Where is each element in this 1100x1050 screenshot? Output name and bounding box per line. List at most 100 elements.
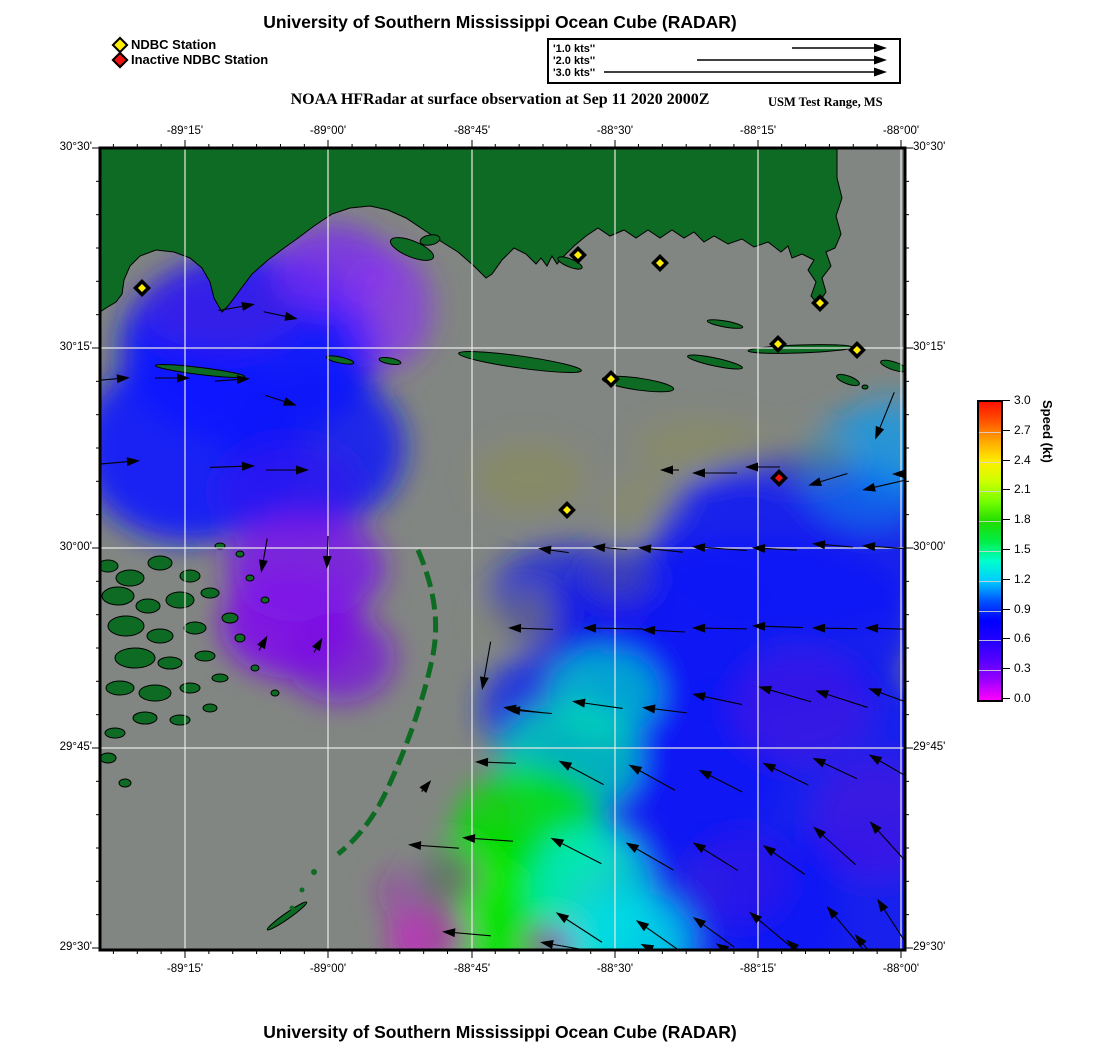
marsh-island — [169, 714, 191, 726]
scale-arrow-head — [874, 43, 887, 53]
lon-label-top: -89°00' — [309, 125, 347, 137]
colorbar-tick-label: 2.4 — [1014, 452, 1031, 467]
marsh-island — [138, 684, 172, 702]
current-vector-shaft — [824, 544, 853, 548]
bottom-title: University of Southern Mississippi Ocean… — [263, 1022, 737, 1042]
current-vector-shaft — [210, 465, 243, 468]
current-vector-head — [583, 623, 597, 633]
lon-label-top: -89°15' — [166, 125, 204, 137]
current-vector-shaft — [862, 943, 869, 950]
colorbar-title: Speed (kt) — [1040, 400, 1055, 463]
current-vector-shaft — [215, 379, 238, 382]
current-vector-shaft — [566, 918, 603, 943]
marsh-island — [194, 650, 216, 662]
current-vector-head — [503, 704, 517, 714]
current-vector-shaft — [770, 689, 812, 703]
current-vector-shaft — [646, 927, 680, 950]
barrier-island — [706, 319, 744, 329]
current-vector-head — [854, 934, 867, 948]
current-vector-head — [628, 764, 643, 775]
current-vector-head — [642, 704, 656, 714]
colorbar-tick — [1003, 489, 1010, 491]
current-vector-shaft — [703, 924, 735, 948]
current-vector-shaft — [704, 547, 747, 552]
current-vector-shaft — [654, 629, 685, 633]
current-vector-head — [283, 397, 297, 406]
barrier-island — [687, 354, 743, 370]
current-vector-shaft — [883, 909, 905, 943]
colorbar-gridline — [979, 551, 1001, 552]
current-vector-head — [462, 834, 476, 844]
current-vector-head — [479, 676, 489, 690]
current-vector-layer — [100, 301, 905, 950]
marsh-island — [147, 555, 173, 571]
current-vector-shaft — [487, 761, 516, 764]
colorbar-tick-label: 2.7 — [1014, 422, 1031, 437]
current-vector-head — [126, 457, 140, 467]
current-vector-head — [869, 821, 882, 834]
colorbar-tick-label: 0.6 — [1014, 631, 1031, 646]
colorbar-tick — [1003, 698, 1010, 699]
current-vector-head — [572, 698, 586, 708]
ndbc-station-marker — [848, 341, 866, 359]
colorbar — [977, 400, 1003, 702]
scale-arrow-head — [874, 67, 887, 77]
marsh-island — [115, 569, 145, 587]
current-vector-shaft — [879, 392, 895, 428]
barrier-island — [557, 256, 583, 270]
current-vector-head — [865, 623, 879, 633]
current-vector-shaft — [879, 760, 905, 777]
scale-arrow-head — [874, 55, 887, 65]
current-vector-shaft — [704, 627, 748, 630]
current-vector-shaft — [595, 627, 644, 630]
speed-blob — [377, 869, 433, 917]
current-vector-shaft — [874, 546, 905, 550]
barrier-island — [266, 901, 308, 931]
map-frame — [98, 146, 907, 952]
colorbar-gridline — [979, 521, 1001, 523]
current-vector-head — [692, 623, 706, 633]
current-vector-shaft — [265, 394, 285, 403]
map-ticks — [92, 140, 913, 958]
current-vector-head — [592, 543, 606, 553]
colorbar-gridline — [979, 580, 1001, 582]
inactive-ndbc-station-marker — [770, 469, 788, 487]
land-layer — [100, 148, 905, 931]
current-vector-shaft — [820, 472, 848, 483]
current-vector-head — [715, 943, 730, 950]
lat-label-right: 30°15' — [913, 341, 946, 353]
current-vector-shaft — [454, 932, 491, 937]
current-vector-head — [749, 911, 763, 924]
current-vector-shaft — [773, 768, 809, 786]
current-vector-shaft — [218, 305, 243, 312]
barrier-island — [378, 356, 402, 366]
speed-blob — [480, 590, 560, 646]
current-vector-head — [419, 780, 432, 794]
current-vector-head — [875, 425, 885, 440]
current-vector-head — [868, 688, 883, 697]
scale-row-label: '3.0 kts'' — [553, 67, 595, 78]
ndbc-station-marker — [558, 501, 576, 519]
current-vector-shaft — [773, 852, 805, 875]
current-vector-shaft — [263, 311, 286, 317]
barrier-island — [419, 234, 441, 246]
lon-label-bottom: -88°00' — [882, 963, 920, 975]
current-vector-head — [862, 482, 876, 492]
lat-label-right: 30°30' — [913, 141, 946, 153]
marsh-island — [202, 703, 218, 713]
colorbar-tick-label: 2.1 — [1014, 482, 1031, 497]
colorbar-tick — [1003, 400, 1010, 401]
current-vector-head — [862, 542, 876, 552]
marsh-island — [245, 574, 255, 582]
speed-blob — [595, 893, 695, 950]
marsh-island — [270, 689, 280, 697]
marsh-island — [114, 647, 156, 669]
current-vector-head — [116, 374, 130, 384]
current-vector-head — [692, 543, 706, 553]
colorbar-tick — [1003, 519, 1010, 521]
current-vector-shaft — [520, 627, 553, 630]
current-vector-head — [635, 920, 650, 932]
current-vector-head — [877, 898, 889, 913]
current-vector-head — [475, 757, 489, 767]
